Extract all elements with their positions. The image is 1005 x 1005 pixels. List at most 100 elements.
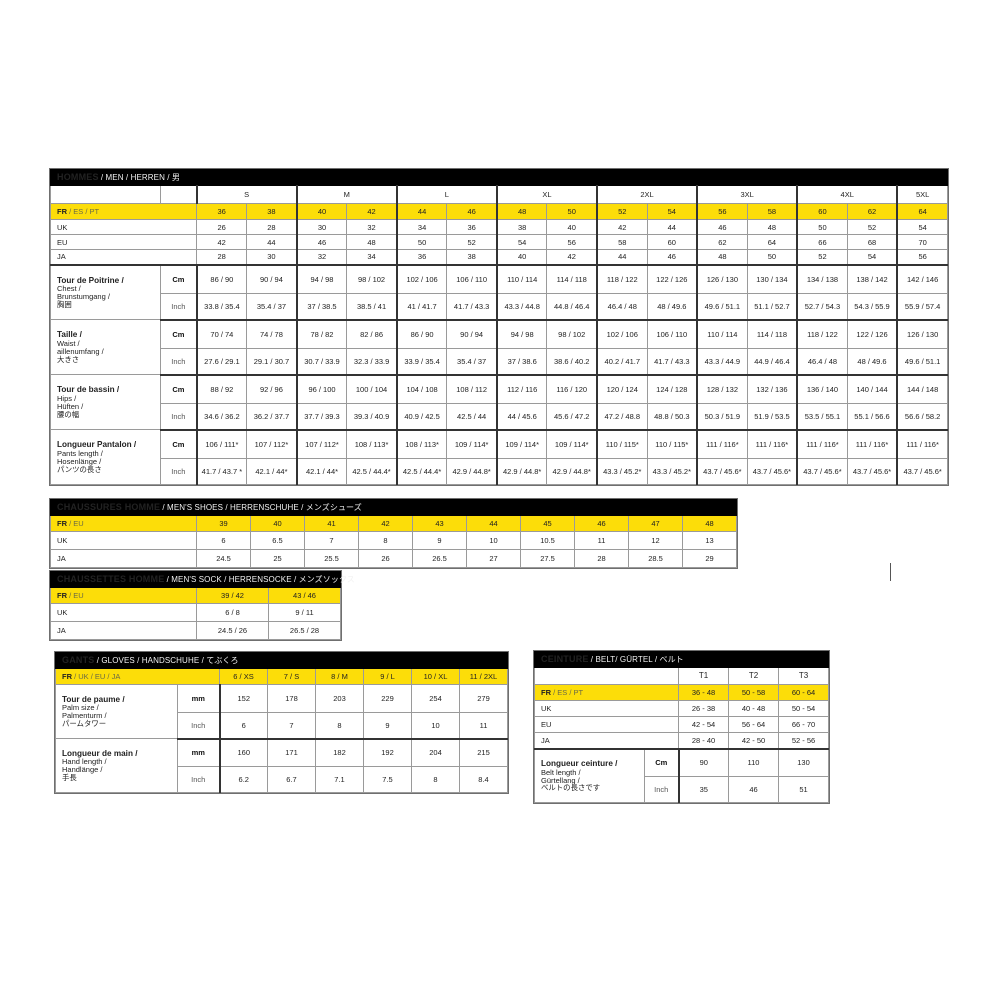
men-measure-label-chest: Tour de Poitrine / Chest / Brunstumgang … bbox=[49, 264, 162, 321]
men-chest-in-1: 35.4 / 37 bbox=[246, 293, 298, 321]
gloves-hand-in-0: 6.2 bbox=[219, 766, 268, 794]
men-ja-10: 48 bbox=[696, 249, 748, 266]
gloves-measure-l2-palm: Palmenturm / bbox=[62, 711, 107, 721]
mens-shoes-table: CHAUSSURES HOMME / MEN'S SHOES / HERRENS… bbox=[49, 498, 738, 569]
gloves-hand-mm-0: 160 bbox=[219, 738, 268, 768]
men-eu-10: 62 bbox=[696, 234, 748, 251]
men-pants-cm-row: Longueur Pantalon / Pants length / Hosen… bbox=[49, 429, 949, 486]
belt-row-label-uk: UK bbox=[534, 700, 679, 718]
socks-row-label-ja: JA bbox=[50, 621, 197, 641]
men-measure-title-hips: Tour de bassin / bbox=[57, 385, 120, 395]
shoes-ja-6: 27.5 bbox=[520, 549, 575, 569]
men-hips-in-3: 39.3 / 40.9 bbox=[346, 403, 398, 431]
men-waist-in-3: 32.3 / 33.9 bbox=[346, 348, 398, 376]
belt-tier-spacer bbox=[534, 667, 679, 686]
gloves-hand-mm-4: 204 bbox=[411, 738, 460, 768]
men-fr-4: 44 bbox=[396, 203, 448, 221]
men-fr-5: 46 bbox=[446, 203, 498, 221]
men-unit-cm-hips: Cm bbox=[160, 374, 198, 405]
men-pants-in-12: 43.7 / 45.6* bbox=[796, 458, 848, 486]
belt-fr-0: 36 - 48 bbox=[678, 684, 729, 702]
men-unit-cm-pants: Cm bbox=[160, 429, 198, 460]
socks-row-label-fr-main: FR bbox=[57, 591, 67, 600]
shoes-fr-8: 47 bbox=[628, 515, 683, 533]
gloves-hand-inch-row: Inch 6.2 6.7 7.1 7.5 8 8.4 bbox=[56, 766, 508, 794]
men-chest-inch-row: Inch 33.8 / 35.4 35.4 / 37 37 / 38.5 38.… bbox=[51, 293, 949, 321]
gloves-size-3: 9 / L bbox=[363, 668, 412, 686]
men-uk-9: 44 bbox=[646, 219, 699, 236]
gloves-palm-mm-2: 203 bbox=[315, 684, 364, 714]
shoes-uk-7: 11 bbox=[574, 531, 629, 551]
men-eu-12: 66 bbox=[796, 234, 848, 251]
shoes-ja-0: 24.5 bbox=[196, 549, 251, 569]
gloves-size-row: FR / UK / EU / JA 6 / XS 7 / S 8 / M 9 /… bbox=[55, 668, 508, 686]
shoes-ja-2: 25.5 bbox=[304, 549, 359, 569]
gloves-palm-mm-1: 178 bbox=[267, 684, 316, 714]
socks-uk-1: 9 / 11 bbox=[267, 603, 342, 623]
gloves-unit-mm-hand: mm bbox=[177, 738, 221, 768]
men-chest-in-11: 51.1 / 52.7 bbox=[746, 293, 799, 321]
gloves-measure-label-hand: Longueur de main / Hand length / Handlän… bbox=[55, 738, 178, 794]
men-waist-in-10: 43.3 / 44.9 bbox=[696, 348, 748, 376]
belt-uk-2: 50 - 54 bbox=[777, 700, 830, 718]
men-chest-in-2: 37 / 38.5 bbox=[296, 293, 348, 321]
shoes-uk-5: 10 bbox=[466, 531, 521, 551]
men-chest-cm-row: Tour de Poitrine / Chest / Brunstumgang … bbox=[49, 264, 949, 321]
shoes-uk-3: 8 bbox=[358, 531, 413, 551]
men-fr-2: 40 bbox=[296, 203, 348, 221]
men-pants-in-10: 43.7 / 45.6* bbox=[696, 458, 748, 486]
shoes-row-label-fr-sub: / EU bbox=[67, 519, 84, 528]
men-unit-inch-pants: Inch bbox=[160, 458, 198, 486]
men-pants-in-8: 43.3 / 45.2* bbox=[596, 458, 648, 486]
men-measure-title-pants: Longueur Pantalon / bbox=[57, 440, 137, 450]
size-group-4xl: 4XL bbox=[796, 185, 899, 205]
men-measure-title-chest: Tour de Poitrine / bbox=[57, 275, 124, 285]
men-fr-7: 50 bbox=[546, 203, 599, 221]
men-pants-in-11: 43.7 / 45.6* bbox=[746, 458, 799, 486]
men-waist-cm-3: 82 / 86 bbox=[346, 319, 398, 350]
men-chest-cm-7: 114 / 118 bbox=[546, 264, 599, 295]
men-row-label-eu: EU bbox=[49, 234, 198, 251]
men-chest-in-12: 52.7 / 54.3 bbox=[796, 293, 848, 321]
gloves-palm-in-4: 10 bbox=[411, 712, 460, 740]
men-hips-cm-8: 120 / 124 bbox=[596, 374, 648, 405]
men-pants-in-2: 42.1 / 44* bbox=[296, 458, 348, 486]
shoes-fr-3: 42 bbox=[358, 515, 413, 533]
shoes-ja-4: 26.5 bbox=[412, 549, 467, 569]
men-hips-in-0: 34.6 / 36.2 bbox=[196, 403, 248, 431]
belt-ja-0: 28 - 40 bbox=[678, 732, 729, 750]
stray-mark bbox=[890, 563, 891, 581]
socks-banner-sub: / MEN'S SOCK / HERRENSOCKE / メンズソックス bbox=[166, 575, 355, 584]
gloves-measure-l3-palm: パームタワー bbox=[62, 719, 107, 729]
men-hips-in-1: 36.2 / 37.7 bbox=[246, 403, 298, 431]
men-pants-cm-4: 108 / 113* bbox=[396, 429, 448, 460]
gloves-size-4: 10 / XL bbox=[411, 668, 460, 686]
gloves-row-label-main: FR bbox=[62, 672, 72, 681]
men-waist-cm-2: 78 / 82 bbox=[296, 319, 348, 350]
gloves-palm-mm-3: 229 bbox=[363, 684, 412, 714]
socks-row-fr: FR / EU 39 / 42 43 / 46 bbox=[50, 587, 342, 605]
men-eu-0: 42 bbox=[196, 234, 248, 251]
men-measure-l2-waist: aillenumfang / bbox=[57, 346, 104, 356]
men-row-uk: UK 26 28 30 32 34 36 38 40 42 44 46 48 5… bbox=[49, 219, 949, 236]
men-ja-4: 36 bbox=[396, 249, 448, 266]
size-group-l: L bbox=[396, 185, 498, 205]
men-uk-12: 50 bbox=[796, 219, 848, 236]
men-hips-in-11: 51.9 / 53.5 bbox=[746, 403, 799, 431]
men-hips-cm-1: 92 / 96 bbox=[246, 374, 298, 405]
men-banner-sub: / MEN / HERREN / 男 bbox=[100, 173, 181, 182]
men-fr-9: 54 bbox=[646, 203, 699, 221]
belt-banner: CEINTURE / BELT/ GÜRTEL / ベルト bbox=[533, 650, 830, 669]
men-banner-main: HOMMES bbox=[57, 172, 99, 182]
men-pants-cm-8: 110 / 115* bbox=[596, 429, 648, 460]
men-waist-in-2: 30.7 / 33.9 bbox=[296, 348, 348, 376]
men-pants-in-7: 42.9 / 44.8* bbox=[546, 458, 599, 486]
men-hips-in-10: 50.3 / 51.9 bbox=[696, 403, 748, 431]
men-row-fr: FR / ES / PT 36 38 40 42 44 46 48 50 52 … bbox=[49, 203, 949, 221]
gloves-palm-in-3: 9 bbox=[363, 712, 412, 740]
men-waist-cm-5: 90 / 94 bbox=[446, 319, 498, 350]
belt-measure-title: Longueur ceinture / bbox=[541, 759, 618, 769]
men-waist-cm-12: 118 / 122 bbox=[796, 319, 848, 350]
men-uk-3: 32 bbox=[346, 219, 398, 236]
